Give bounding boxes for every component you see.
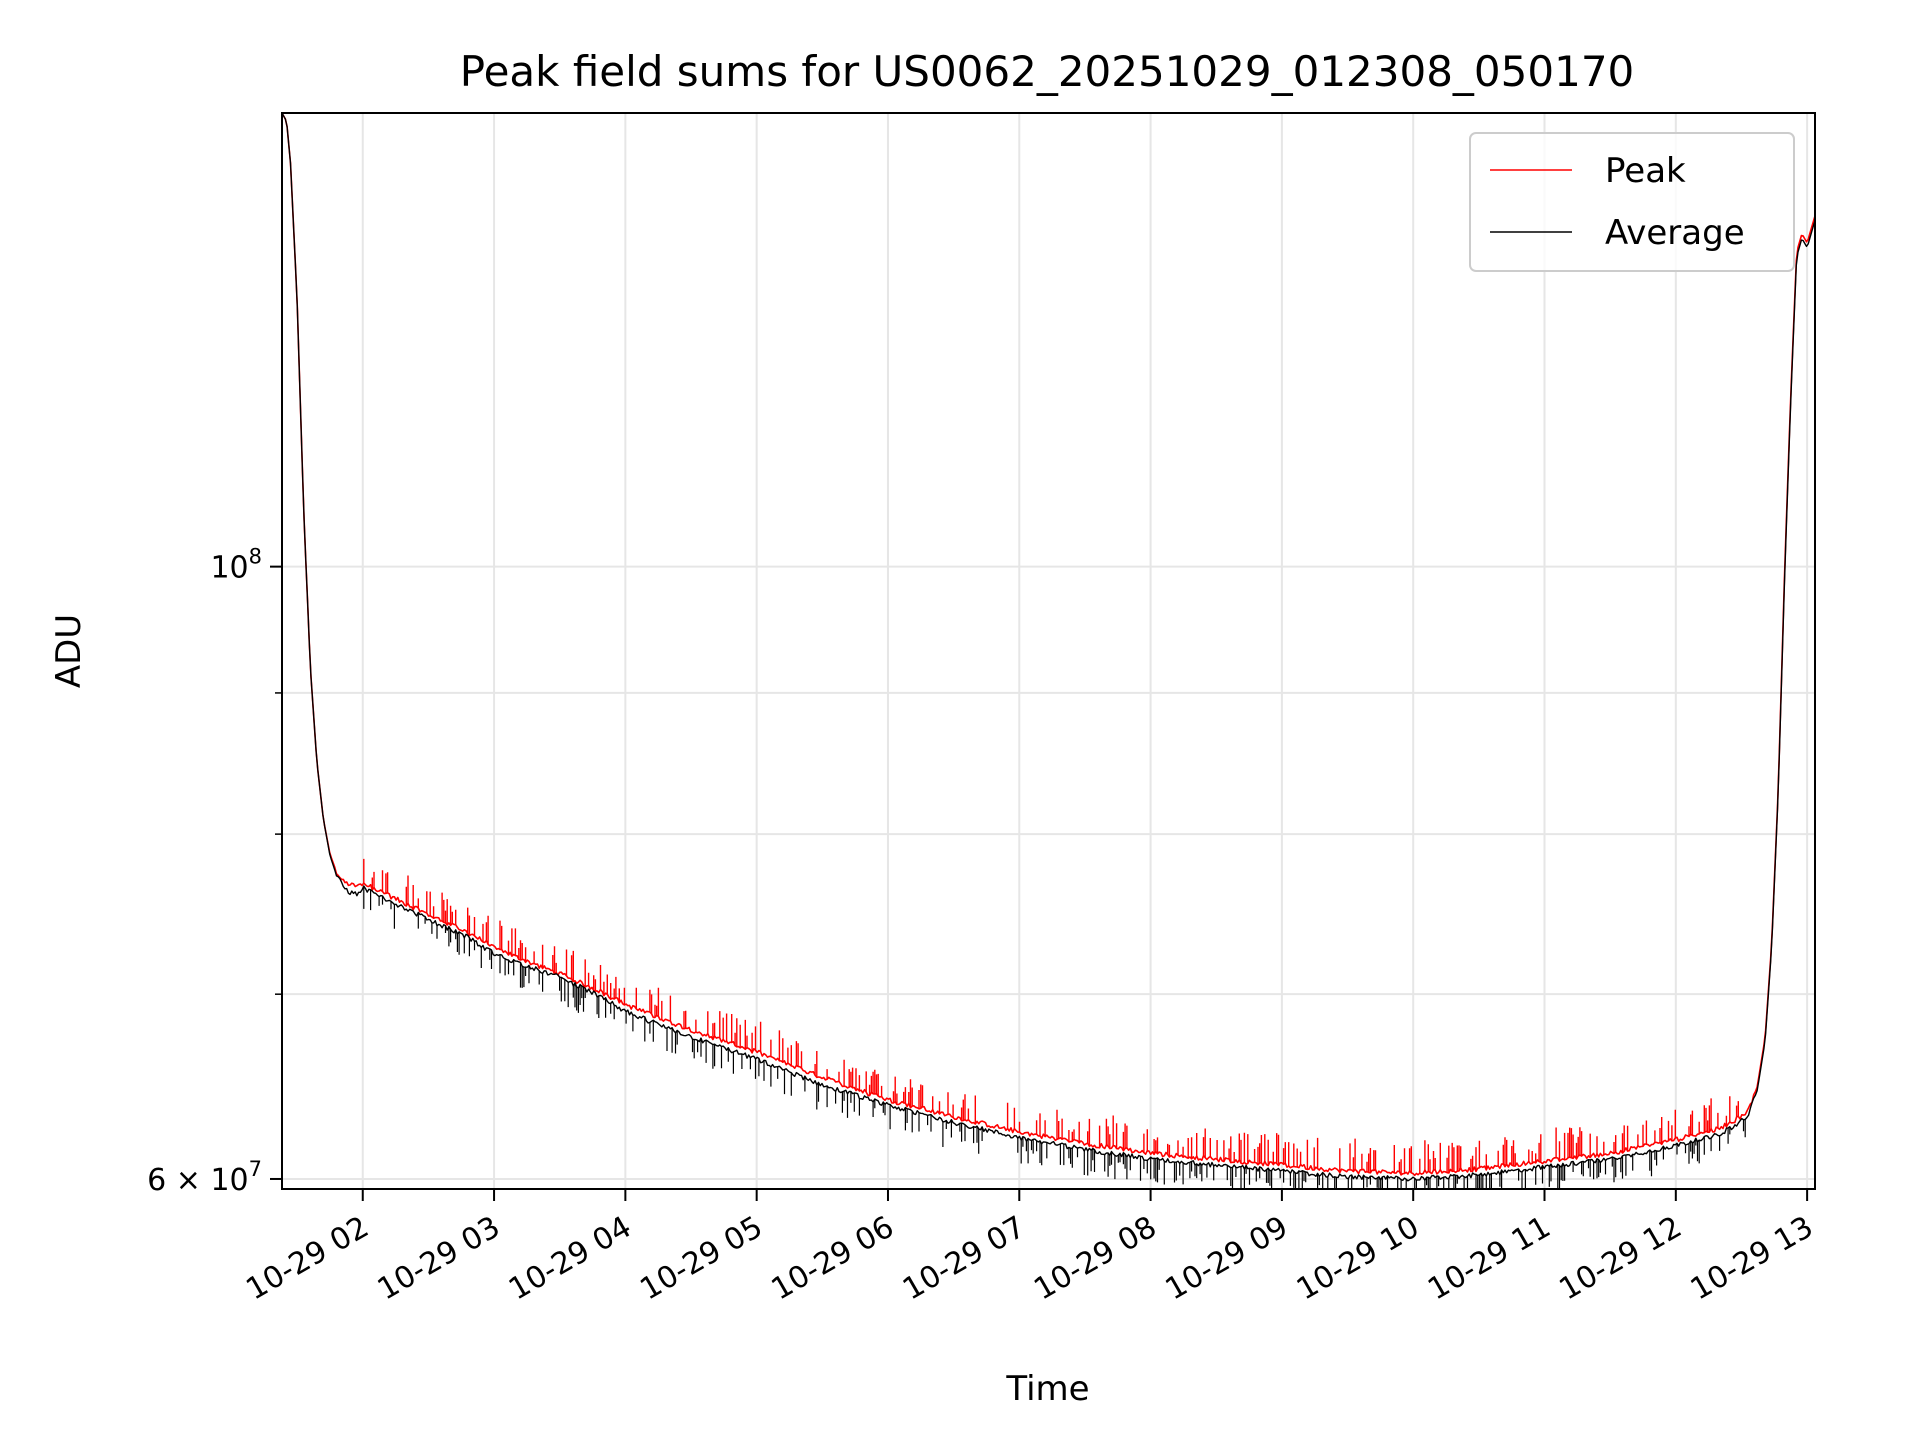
- legend-box: [1469, 132, 1795, 272]
- y-tick-base: 10: [210, 551, 248, 586]
- y-tick-mantissa: 6 ×: [147, 1163, 210, 1198]
- plot-area: [282, 113, 1815, 1189]
- chart-title: Peak field sums for US0062_20251029_0123…: [460, 47, 1635, 96]
- series-layer: [282, 113, 1815, 1189]
- legend-label-average: Average: [1605, 213, 1745, 253]
- legend: Peak Average: [1469, 132, 1795, 272]
- x-gridlines: [361, 113, 1809, 1189]
- y-axis-label: ADU: [49, 614, 89, 688]
- y-tick-exponent: 8: [249, 545, 262, 569]
- y-tick-label: 6 × 107: [147, 1157, 262, 1198]
- y-tick-exponent: 7: [249, 1157, 262, 1181]
- axes-frame: [281, 112, 1816, 1190]
- x-axis-label: Time: [1005, 1369, 1089, 1409]
- y-tick-label: 108: [210, 545, 262, 586]
- series-spikes-peak: [363, 858, 1739, 1175]
- legend-label-peak: Peak: [1605, 151, 1686, 191]
- series-spikes-average: [363, 886, 1746, 1189]
- y-tick-base: 10: [210, 1163, 248, 1198]
